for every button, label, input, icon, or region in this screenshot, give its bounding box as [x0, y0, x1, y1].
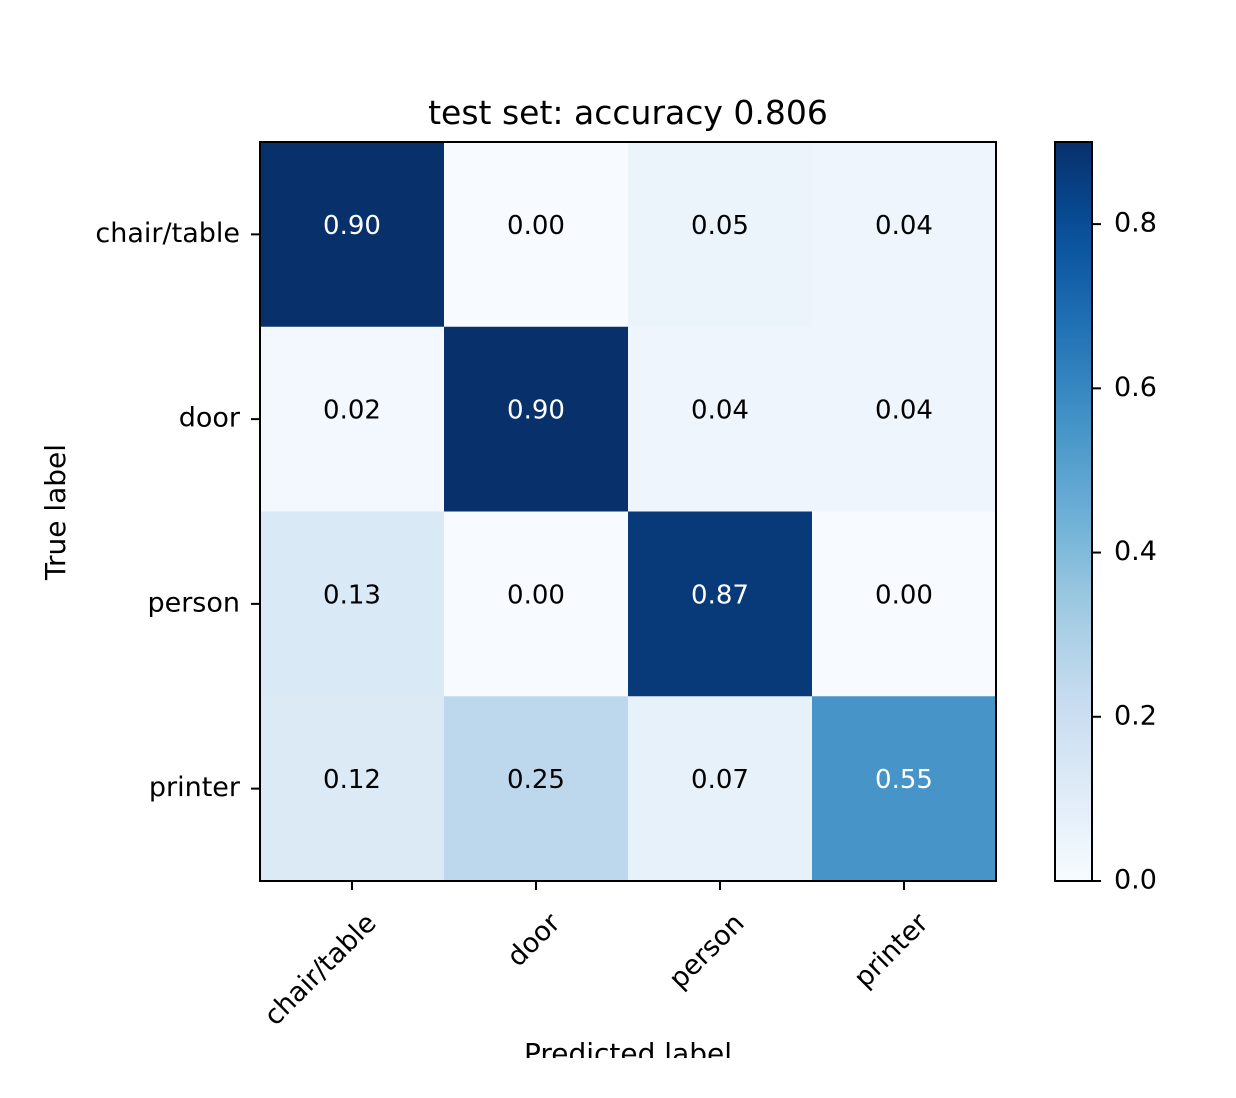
cell-value-3-1: 0.13	[323, 580, 381, 610]
x-tick-label-chair-table: chair/table	[258, 908, 382, 1032]
chart-title: test set: accuracy 0.806	[428, 93, 828, 132]
y-axis-label: True label	[39, 444, 72, 581]
colorbar: 0.0 0.2 0.4 0.6 0.8	[1055, 142, 1157, 896]
cell-value-2-3: 0.04	[691, 396, 749, 426]
cell-value-1-3: 0.05	[691, 211, 749, 241]
cell-value-1-4: 0.04	[875, 211, 933, 241]
y-axis-ticks: chair/table door person printer	[95, 218, 260, 803]
colorbar-tick-label-2: 0.4	[1114, 536, 1157, 567]
cell-value-3-3: 0.87	[691, 580, 749, 610]
y-tick-label-door: door	[179, 403, 241, 434]
y-tick-label-printer: printer	[149, 772, 241, 803]
colorbar-tick-label-4: 0.8	[1114, 208, 1157, 239]
x-tick-label-door: door	[501, 907, 567, 973]
cell-value-4-3: 0.07	[691, 765, 749, 795]
colorbar-gradient	[1055, 142, 1092, 881]
x-axis-label: Predicted label	[524, 1037, 732, 1070]
colorbar-tick-label-1: 0.2	[1114, 700, 1157, 731]
x-tick-label-person: person	[663, 908, 750, 995]
cell-value-3-4: 0.00	[875, 580, 933, 610]
cell-value-2-2: 0.90	[507, 396, 565, 426]
cell-value-4-4: 0.55	[875, 765, 933, 795]
x-tick-label-printer: printer	[848, 907, 935, 994]
colorbar-tick-label-0: 0.0	[1114, 865, 1157, 896]
cell-value-1-1: 0.90	[323, 211, 381, 241]
cell-value-1-2: 0.00	[507, 211, 565, 241]
colorbar-ticks: 0.0 0.2 0.4 0.6 0.8	[1092, 208, 1157, 896]
y-tick-label-person: person	[147, 587, 240, 618]
cell-value-4-2: 0.25	[507, 765, 565, 795]
cell-value-2-4: 0.04	[875, 396, 933, 426]
x-axis-ticks: chair/table door person printer	[258, 881, 935, 1032]
cell-value-2-1: 0.02	[323, 396, 381, 426]
cell-value-4-1: 0.12	[323, 765, 381, 795]
colorbar-tick-label-3: 0.6	[1114, 372, 1157, 403]
y-tick-label-chair-table: chair/table	[95, 218, 240, 249]
cell-value-3-2: 0.00	[507, 580, 565, 610]
